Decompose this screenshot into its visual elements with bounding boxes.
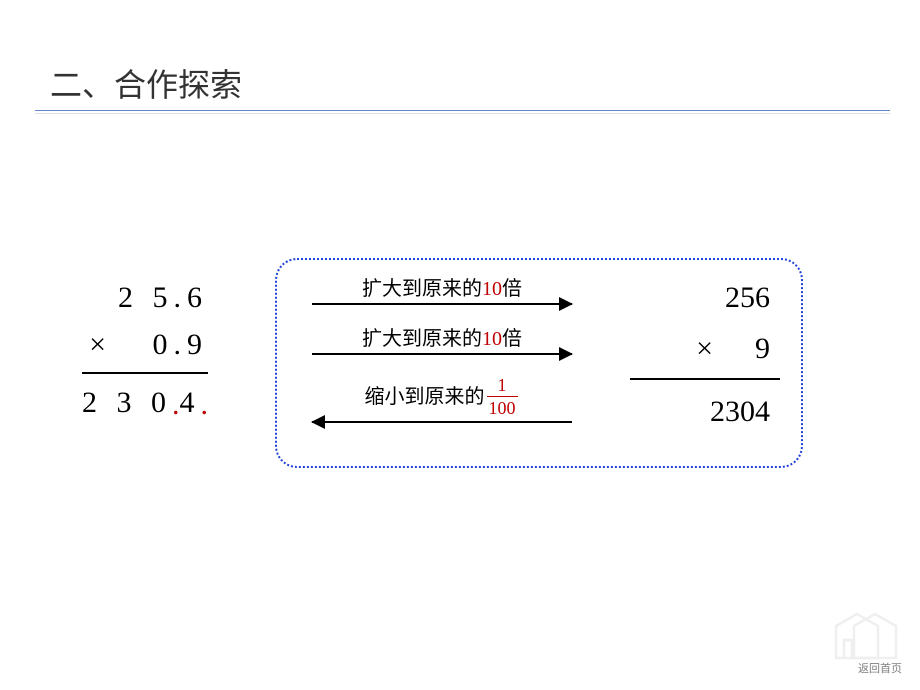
arrow-expand-2: 扩大到原来的10倍	[312, 322, 572, 355]
left-operand-2: × 0.9	[82, 322, 208, 369]
section-header: 二、合作探索	[50, 60, 242, 106]
watermark-icon	[832, 612, 902, 662]
arrow-expand-1: 扩大到原来的10倍	[312, 272, 572, 305]
arrow-3-label: 缩小到原来的1100	[312, 378, 572, 419]
left-rule	[82, 372, 208, 374]
arrow-right-icon	[312, 303, 572, 305]
left-result: 2 3 0.4.	[82, 380, 208, 427]
right-operand-1: 256	[630, 272, 780, 323]
return-home-button[interactable]: 返回首页	[852, 658, 908, 678]
left-calculation: 2 5.6 × 0.9 2 3 0.4.	[82, 275, 208, 427]
right-operand-2: ×9	[630, 323, 780, 374]
arrow-left-icon	[312, 421, 572, 423]
arrow-right-icon	[312, 353, 572, 355]
right-result: 2304	[630, 386, 780, 437]
right-rule	[630, 378, 780, 380]
header-title: 二、合作探索	[50, 60, 242, 106]
arrow-1-label: 扩大到原来的10倍	[312, 272, 572, 301]
left-operand-1: 2 5.6	[82, 275, 208, 322]
right-calculation: 256 ×9 2304	[630, 272, 780, 437]
fraction: 1100	[487, 376, 518, 417]
arrow-shrink: 缩小到原来的1100	[312, 378, 572, 423]
arrow-2-label: 扩大到原来的10倍	[312, 322, 572, 351]
header-underline	[35, 110, 890, 112]
